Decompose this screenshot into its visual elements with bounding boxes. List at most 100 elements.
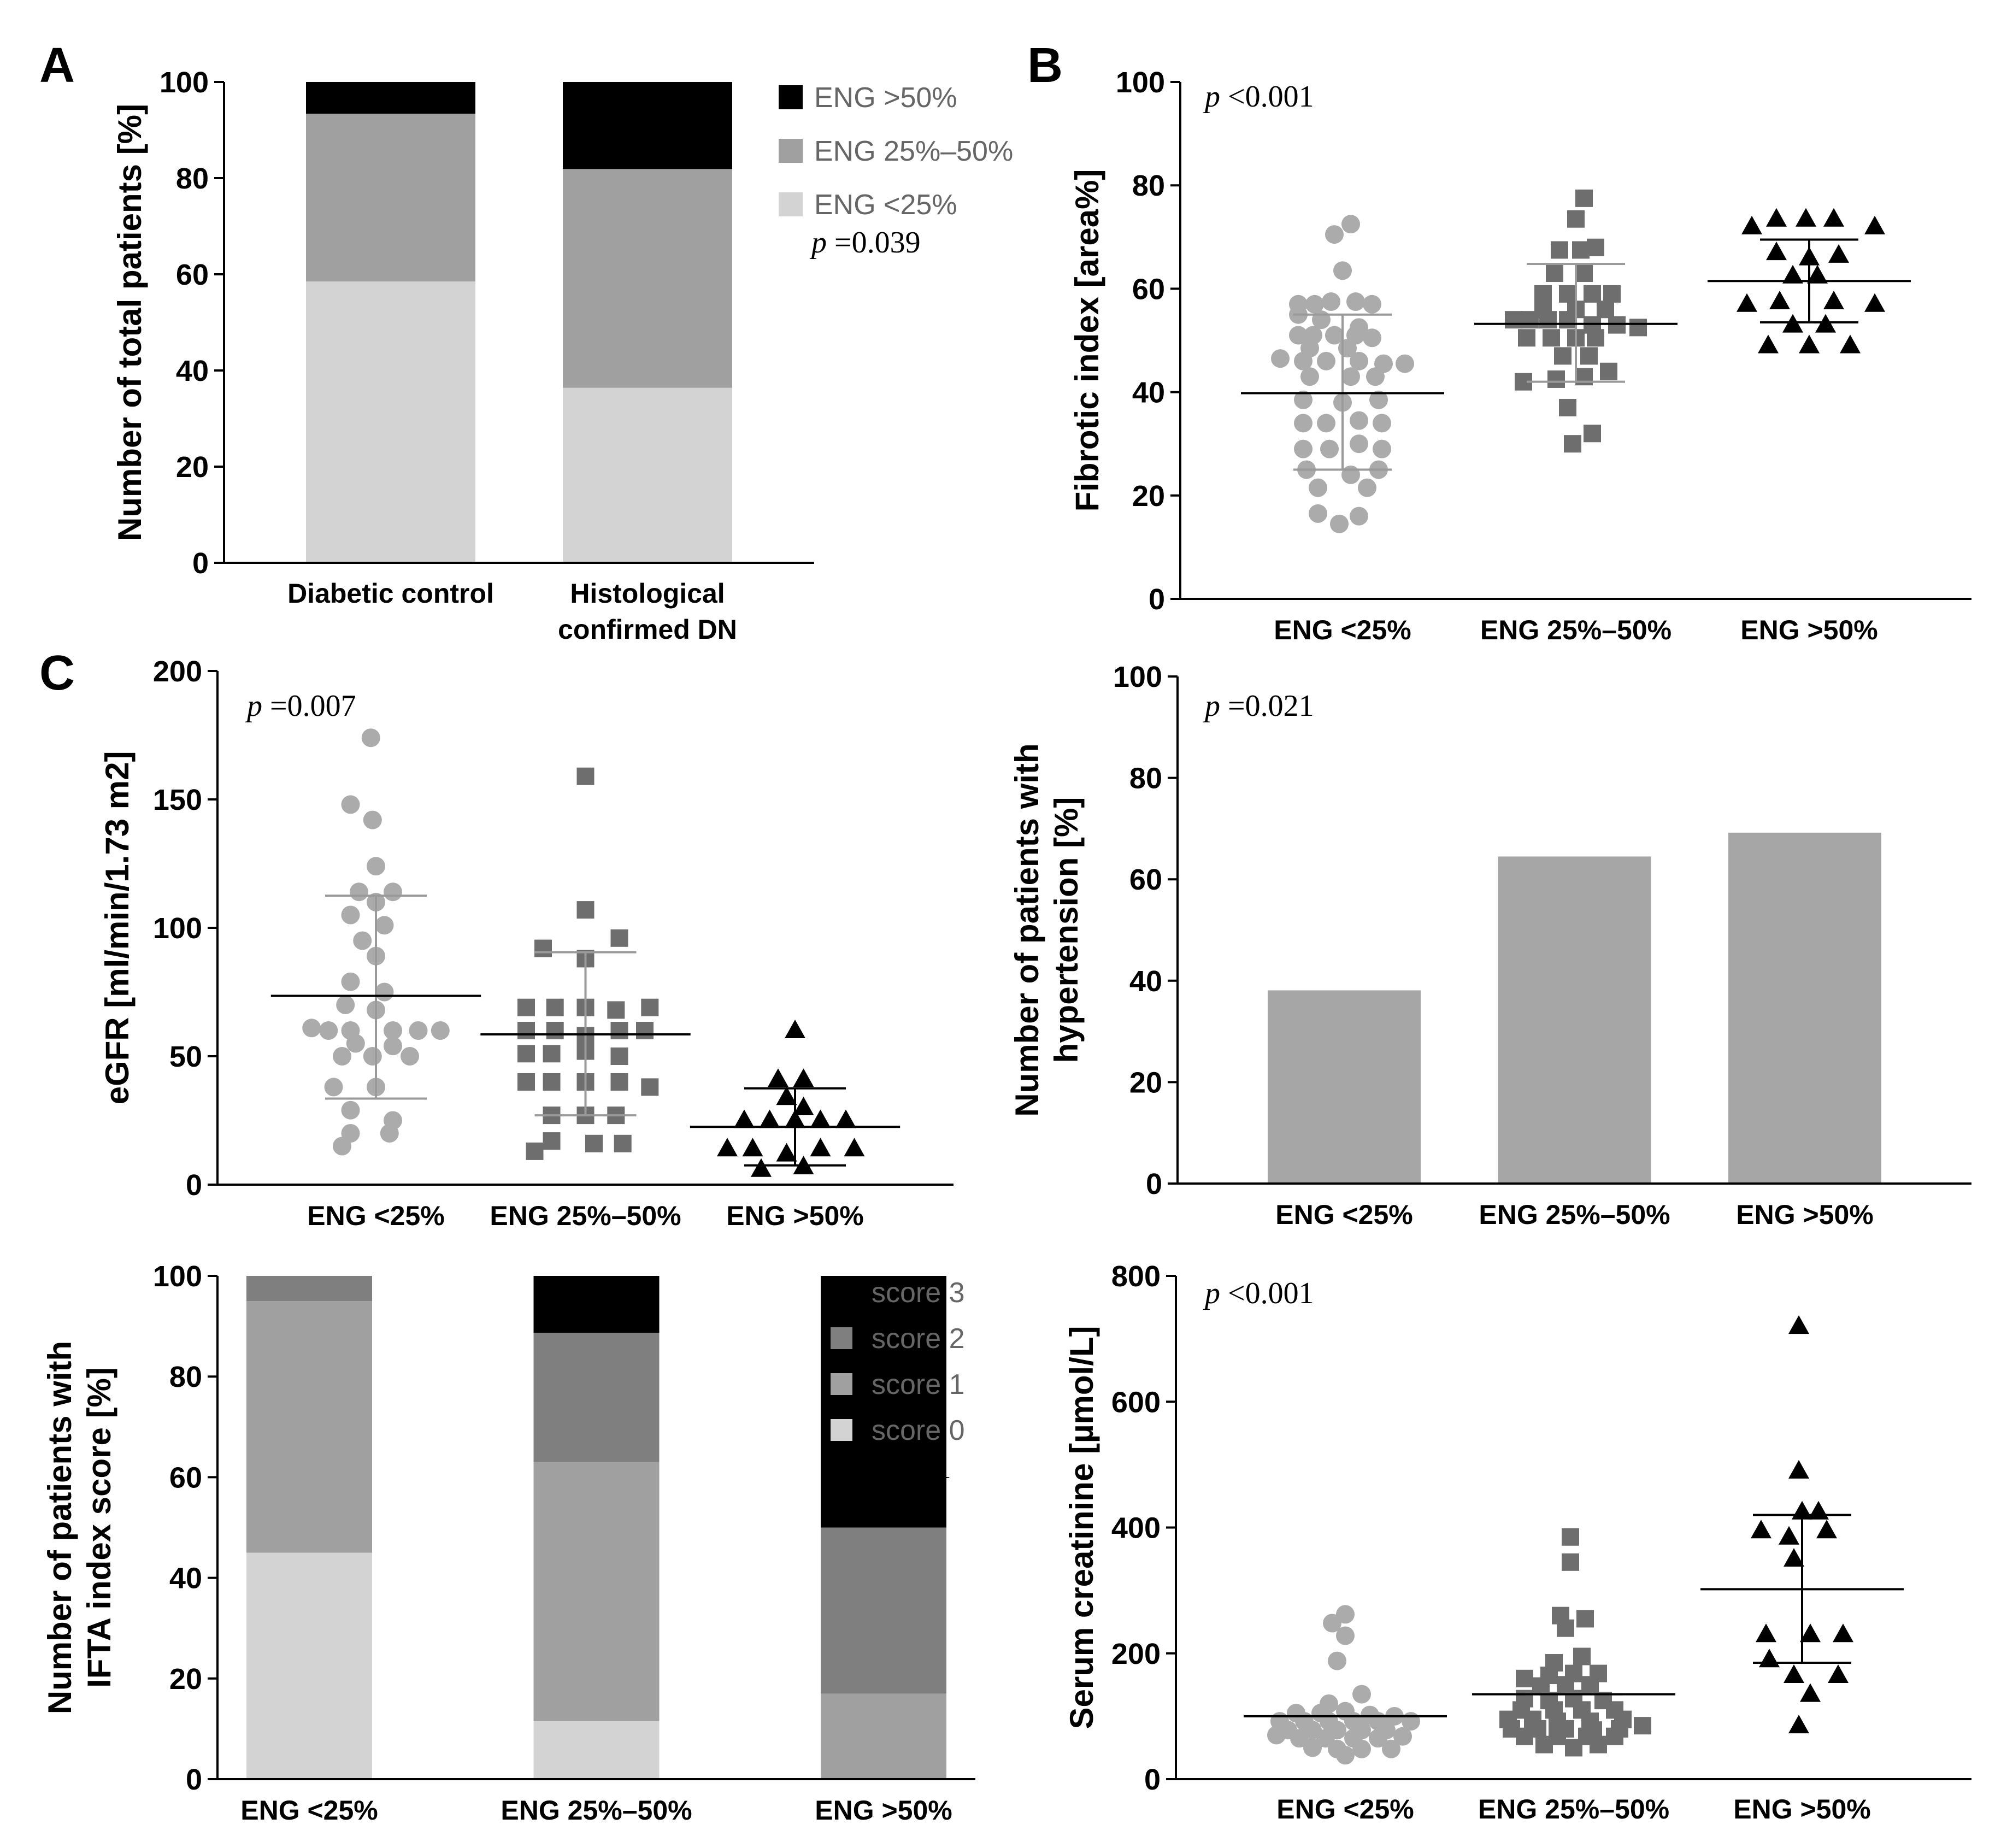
bar-segment-eng-25-50 (563, 169, 732, 388)
y-axis-title: Number of patients with (1009, 743, 1045, 1116)
data-point-circle (361, 728, 380, 748)
data-point-circle (363, 810, 382, 829)
bar-segment-eng-50 (563, 82, 732, 169)
y-tick-label: 40 (1132, 376, 1165, 409)
data-point-square (1535, 1735, 1553, 1753)
data-point-triangle (1807, 264, 1828, 284)
data-point-circle (1369, 390, 1388, 409)
x-category-label: confirmed DN (558, 614, 737, 645)
data-point-circle (1289, 326, 1308, 345)
data-point-circle (1369, 1729, 1387, 1748)
y-tick-label: 0 (1146, 1168, 1162, 1200)
y-axis-title: Number of patients with (42, 1341, 78, 1714)
data-point-triangle (835, 1109, 856, 1128)
data-point-circle (1309, 478, 1327, 497)
data-point-square (517, 998, 535, 1016)
x-category-label: ENG >50% (726, 1200, 864, 1231)
data-point-circle (1290, 1729, 1309, 1748)
data-point-square (1564, 435, 1581, 453)
data-point-circle (1341, 465, 1360, 484)
data-point-circle (1294, 351, 1313, 370)
data-point-triangle (1788, 1315, 1809, 1334)
data-point-circle (341, 905, 360, 925)
y-tick-label: 20 (176, 451, 209, 484)
bar-segment-score-2 (246, 1276, 372, 1302)
data-point-circle (380, 1124, 399, 1143)
data-point-square (1575, 189, 1593, 207)
data-point-circle (409, 1021, 428, 1040)
data-point-triangle (810, 1109, 831, 1128)
bar-segment-score-1 (246, 1301, 372, 1553)
p-value: p <0.001 (1203, 1276, 1314, 1310)
data-point-circle (1300, 367, 1319, 386)
data-point-square (1565, 1739, 1582, 1757)
data-point-square (546, 1022, 564, 1039)
legend-label: score 3 (872, 1277, 965, 1309)
data-point-circle (1350, 507, 1368, 526)
data-point-square (517, 1022, 535, 1039)
data-point-circle (1267, 1726, 1286, 1745)
y-axis-title: Number of total patients [%] (111, 104, 148, 541)
y-tick-label: 100 (153, 1260, 202, 1293)
data-point-circle (333, 1137, 351, 1156)
bar (1498, 856, 1651, 1184)
data-point-circle (1325, 225, 1344, 244)
data-point-square (1634, 1717, 1651, 1735)
y-tick-label: 60 (1129, 863, 1162, 896)
y-tick-label: 100 (1113, 661, 1162, 693)
bar-segment-eng-25 (306, 281, 475, 563)
data-point-square (1518, 329, 1535, 347)
data-point-square (517, 1073, 535, 1091)
data-point-square (1557, 1619, 1574, 1637)
data-point-circle (1336, 1605, 1355, 1624)
data-point-circle (1341, 367, 1360, 386)
x-category-label: ENG >50% (1740, 615, 1878, 645)
y-axis-title: Serum creatinine [µmol/L] (1063, 1326, 1100, 1729)
data-point-square (1562, 1553, 1579, 1571)
data-point-triangle (1823, 208, 1844, 227)
data-point-square (1603, 285, 1621, 303)
x-category-label: Histological (570, 578, 725, 609)
y-tick-label: 200 (153, 655, 202, 688)
bar-segment-score-2 (821, 1527, 946, 1694)
data-point-circle (1352, 1739, 1371, 1758)
p-value: p =0.039 (809, 226, 921, 260)
data-point-triangle (1751, 1520, 1771, 1539)
y-axis-title: Fibrotic index [area%] (1069, 169, 1105, 512)
data-point-triangle (1799, 334, 1820, 354)
data-point-square (1581, 1676, 1599, 1694)
legend-swatch (831, 1327, 852, 1349)
bar-segment-score-1 (821, 1693, 946, 1779)
data-point-square (1547, 370, 1565, 388)
y-tick-label: 60 (1132, 273, 1165, 305)
data-point-circle (1320, 439, 1339, 458)
bar-segment-score-2 (533, 1333, 660, 1462)
data-point-triangle (1737, 293, 1757, 312)
data-point-circle (1393, 1727, 1412, 1746)
x-category-label: ENG 25%–50% (490, 1200, 681, 1231)
data-point-square (543, 1045, 561, 1063)
y-axis-title: IFTA index score [%] (81, 1367, 117, 1688)
data-point-triangle (1759, 1649, 1780, 1668)
data-point-square (1551, 241, 1568, 259)
y-axis-title: hypertension [%] (1048, 797, 1085, 1063)
data-point-circle (1366, 367, 1385, 386)
data-point-triangle (1784, 1548, 1804, 1567)
data-point-square (576, 767, 595, 785)
data-point-square (1573, 1647, 1591, 1665)
data-point-square (1534, 285, 1552, 303)
data-point-square (1554, 347, 1572, 365)
data-point-square (1505, 311, 1522, 329)
y-tick-label: 600 (1111, 1386, 1161, 1419)
x-category-label: ENG 25%–50% (1478, 1794, 1669, 1825)
y-tick-label: 80 (1132, 169, 1165, 202)
data-point-square (1572, 241, 1590, 259)
data-point-triangle (1800, 1683, 1821, 1702)
data-point-circle (1271, 349, 1290, 368)
panel-a-chart: 0 20 40 60 80 100 Number of total patients [%]… (39, 38, 1013, 645)
y-tick-label: 0 (192, 547, 209, 580)
data-point-triangle (1784, 1664, 1804, 1684)
data-point-triangle (759, 1109, 780, 1128)
data-point-square (610, 1047, 628, 1065)
data-point-circle (1396, 354, 1414, 373)
